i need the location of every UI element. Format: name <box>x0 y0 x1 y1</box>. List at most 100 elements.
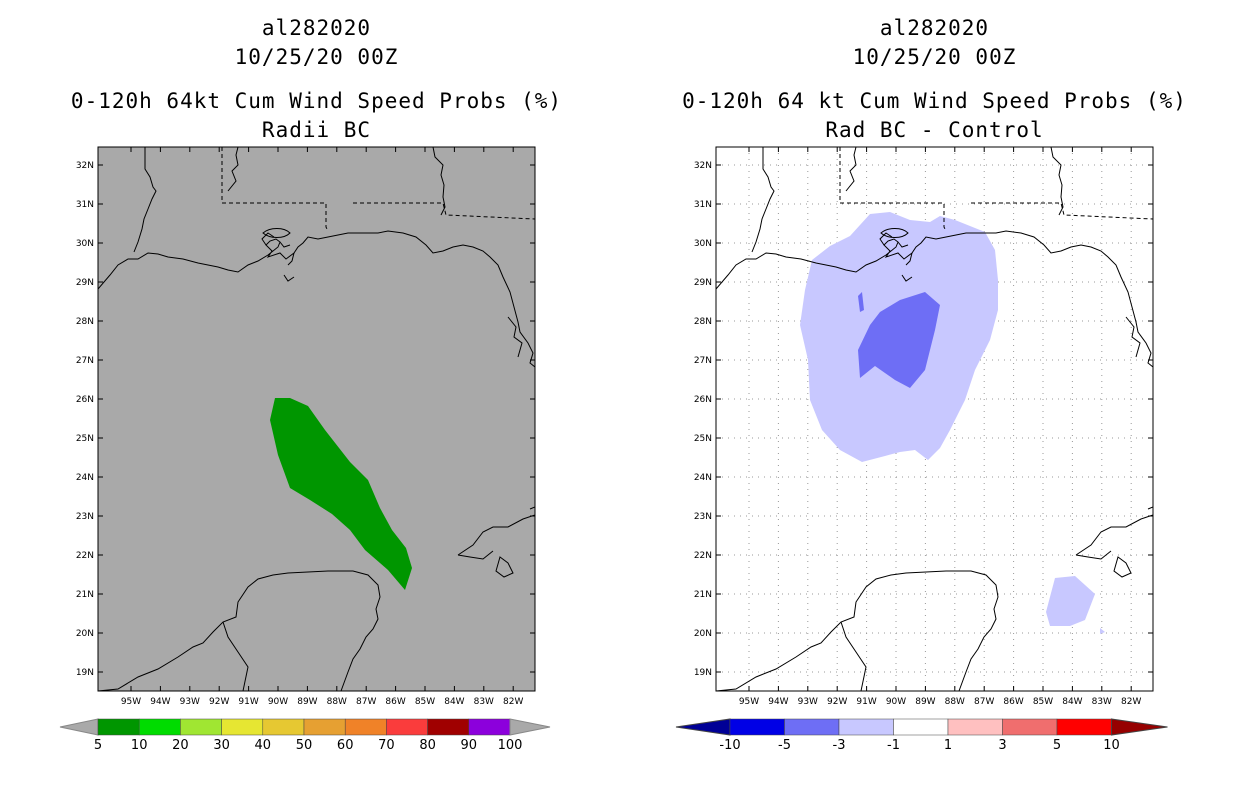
lat-tick-label: 25N <box>76 434 94 444</box>
lat-tick-label: 23N <box>694 512 712 522</box>
colorbar-segment <box>729 718 785 736</box>
lon-tick-label: 93W <box>180 697 200 707</box>
colorbar-label: -5 <box>778 738 791 753</box>
lat-tick-label: 23N <box>76 512 94 522</box>
right-diff-light-dot <box>1100 628 1105 634</box>
lat-tick-label: 27N <box>76 356 94 366</box>
left-datetime: 10/25/20 00Z <box>234 45 399 69</box>
lon-tick-label: 91W <box>856 697 876 707</box>
colorbar-segment <box>1056 718 1112 736</box>
lon-tick-label: 82W <box>503 697 523 707</box>
colorbar-label: 60 <box>337 738 354 753</box>
left-map: 32N 31N 30N 29N 28N 27N 26N 25N 24N 23N 22N 21N 20N 1… <box>76 146 536 707</box>
colorbar-label: 40 <box>255 738 272 753</box>
right-axis-ticks: 32N 31N 30N 29N 28N 27N 26N 25N 24N 23N 22N 21N 20N 1… <box>694 147 1153 707</box>
right-diff-mid-small <box>858 292 864 312</box>
lon-tick-label: 84W <box>1062 697 1082 707</box>
left-prob-contour <box>270 398 412 590</box>
lon-tick-label: 95W <box>121 697 141 707</box>
lat-tick-label: 28N <box>76 317 94 327</box>
colorbar-segment <box>138 718 181 736</box>
colorbar-segment <box>180 718 222 736</box>
lat-tick-label: 28N <box>694 317 712 327</box>
colorbar-segment <box>386 718 428 736</box>
lat-tick-label: 31N <box>76 200 94 210</box>
lon-tick-label: 87W <box>974 697 994 707</box>
right-map: 32N 31N 30N 29N 28N 27N 26N 25N 24N 23N 22N 21N 20N 1… <box>694 146 1154 707</box>
lon-tick-label: 87W <box>356 697 376 707</box>
colorbar-label: 10 <box>131 738 148 753</box>
lon-tick-label: 92W <box>209 697 229 707</box>
right-diff-light-cuba <box>1046 576 1095 626</box>
colorbar-segment <box>262 718 305 736</box>
colorbar-end-right <box>1111 718 1168 736</box>
lon-tick-label: 85W <box>1033 697 1053 707</box>
colorbar-label: 1 <box>944 738 952 753</box>
lon-tick-label: 89W <box>297 697 317 707</box>
lon-tick-label: 91W <box>238 697 258 707</box>
left-axis-ticks: 32N 31N 30N 29N 28N 27N 26N 25N 24N 23N 22N 21N 20N 1… <box>76 147 535 707</box>
lon-tick-label: 88W <box>327 697 347 707</box>
lat-tick-label: 24N <box>694 473 712 483</box>
lon-tick-label: 92W <box>827 697 847 707</box>
colorbar-end-left <box>675 718 731 736</box>
lon-tick-label: 89W <box>915 697 935 707</box>
lon-tick-label: 90W <box>886 697 906 707</box>
colorbar-end-left <box>59 718 99 736</box>
colorbar-segment <box>838 718 894 736</box>
lon-tick-label: 94W <box>150 697 170 707</box>
lat-tick-label: 24N <box>76 473 94 483</box>
colorbar-label: 5 <box>94 738 102 753</box>
lat-tick-label: 27N <box>694 356 712 366</box>
left-subtitle: Radii BC <box>261 118 372 142</box>
right-storm-id: al282020 <box>879 16 990 40</box>
lat-tick-label: 30N <box>76 239 94 249</box>
colorbar-segment <box>947 718 1003 736</box>
colorbar-segment <box>1002 718 1058 736</box>
colorbar-label: 100 <box>498 738 523 753</box>
colorbar-segment <box>344 718 387 736</box>
lat-tick-label: 26N <box>76 395 94 405</box>
lon-tick-label: 95W <box>739 697 759 707</box>
lon-tick-label: 86W <box>385 697 405 707</box>
colorbar-label: -10 <box>719 738 740 753</box>
lat-tick-label: 29N <box>694 278 712 288</box>
right-datetime: 10/25/20 00Z <box>852 45 1017 69</box>
lat-tick-label: 20N <box>76 629 94 639</box>
lat-tick-label: 19N <box>76 668 94 678</box>
colorbar-label: 3 <box>998 738 1006 753</box>
colorbar-label: 5 <box>1053 738 1061 753</box>
lon-tick-label: 84W <box>444 697 464 707</box>
colorbar-label: 80 <box>419 738 436 753</box>
lat-tick-label: 21N <box>76 590 94 600</box>
left-storm-id: al282020 <box>261 16 372 40</box>
lat-tick-label: 22N <box>76 551 94 561</box>
colorbar-segment <box>784 718 840 736</box>
lon-tick-label: 83W <box>1092 697 1112 707</box>
lat-tick-label: 26N <box>694 395 712 405</box>
colorbar-label: -1 <box>887 738 900 753</box>
lat-tick-label: 32N <box>694 161 712 171</box>
lon-tick-label: 90W <box>268 697 288 707</box>
lat-tick-label: 20N <box>694 629 712 639</box>
left-colorbar: 5 10 20 30 40 50 60 70 80 90 100 <box>59 718 551 753</box>
lat-tick-label: 31N <box>694 200 712 210</box>
colorbar-segment <box>468 718 511 736</box>
lon-tick-label: 82W <box>1121 697 1141 707</box>
right-title: 0-120h 64 kt Cum Wind Speed Probs (%) <box>682 89 1187 113</box>
right-diff-mid <box>858 292 940 388</box>
lat-tick-label: 25N <box>694 434 712 444</box>
colorbar-segment <box>221 718 264 736</box>
colorbar-end-right <box>509 718 551 736</box>
lon-tick-label: 83W <box>474 697 494 707</box>
lat-tick-label: 19N <box>694 668 712 678</box>
colorbar-label: 90 <box>461 738 478 753</box>
lat-tick-label: 30N <box>694 239 712 249</box>
lat-tick-label: 29N <box>76 278 94 288</box>
colorbar-label: 10 <box>1103 738 1120 753</box>
lat-tick-label: 22N <box>694 551 712 561</box>
colorbar-label: -3 <box>833 738 846 753</box>
lon-tick-label: 93W <box>798 697 818 707</box>
lon-tick-label: 88W <box>945 697 965 707</box>
lat-tick-label: 21N <box>694 590 712 600</box>
